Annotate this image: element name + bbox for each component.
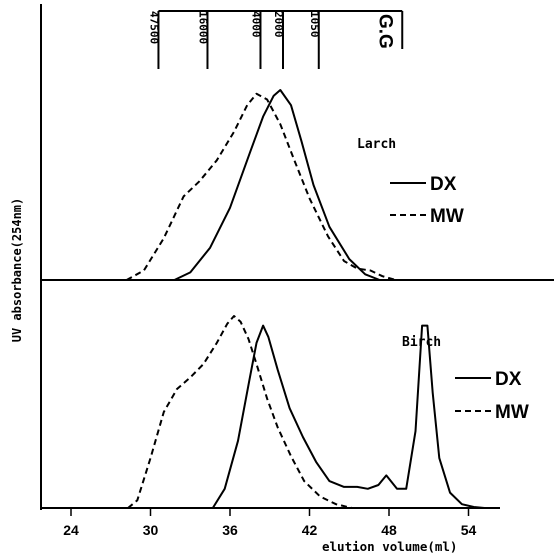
- calibration-scale: 47500 16000 4000 2000 1050 G.G: [147, 10, 404, 69]
- series-birch-mw: [127, 315, 353, 509]
- calibration-label-16000: 16000: [196, 11, 209, 44]
- x-tick-label-30: 30: [143, 522, 159, 538]
- panel-name-larch: Larch: [357, 137, 396, 152]
- y-axis-label: UV absorbance(254nm): [10, 198, 24, 343]
- series-larch-dx: [173, 89, 381, 281]
- x-tick-label-36: 36: [222, 522, 238, 538]
- labels: 24 30 36 42 48 54 elution volume(ml) UV absorba…: [10, 137, 529, 554]
- calibration-title: G.G: [374, 14, 395, 49]
- series-larch-mw: [126, 92, 396, 281]
- x-tick-label-42: 42: [302, 522, 318, 538]
- axes: [40, 4, 554, 516]
- x-tick-label-54: 54: [461, 522, 477, 538]
- calibration-label-4000: 4000: [249, 11, 262, 38]
- legend-label-birch-mw: MW: [495, 402, 529, 423]
- series-birch-dx: [211, 324, 485, 509]
- calibration-label-1050: 1050: [308, 11, 321, 38]
- legend-label-birch-dx: DX: [495, 369, 522, 390]
- x-axis-label: elution volume(ml): [322, 539, 457, 554]
- panel-name-birch: Birch: [402, 335, 441, 350]
- legend-label-larch-dx: DX: [430, 174, 457, 195]
- x-tick-label-48: 48: [381, 522, 397, 538]
- series-group: [126, 89, 485, 509]
- calibration-label-47500: 47500: [147, 11, 160, 44]
- legend-label-larch-mw: MW: [430, 206, 464, 227]
- calibration-label-2000: 2000: [272, 11, 285, 38]
- x-tick-label-24: 24: [63, 522, 79, 538]
